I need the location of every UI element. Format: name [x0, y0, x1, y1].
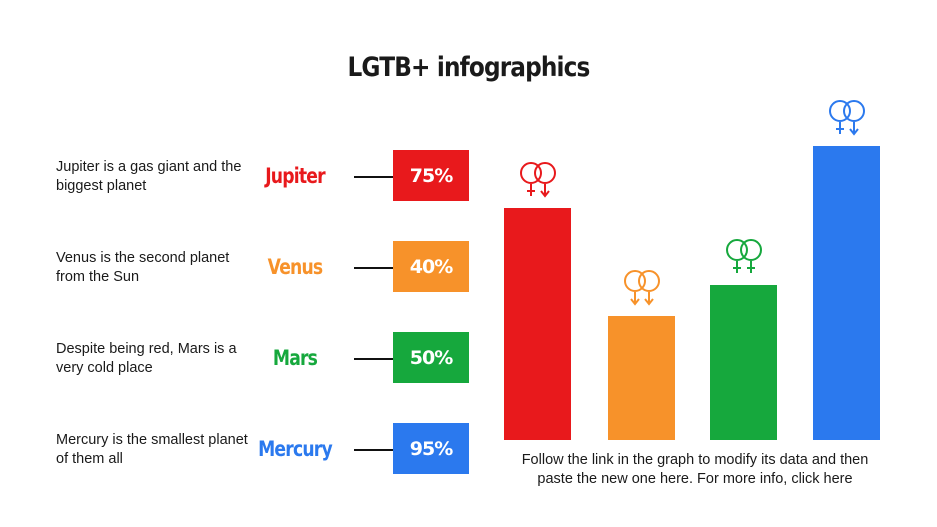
item-name: Mercury: [258, 437, 333, 461]
bar-mars[interactable]: [710, 285, 777, 440]
item-description: Jupiter is a gas giant and the biggest p…: [56, 159, 242, 194]
value-badge: 95%: [393, 423, 469, 474]
item-description: Venus is the second planet from the Sun: [56, 250, 230, 285]
footer-note: Follow the link in the graph to modify i…: [521, 452, 869, 487]
female-male-couple-icon: [516, 158, 560, 202]
legend-row: Mercury is the smallest planet of them a…: [0, 423, 480, 475]
legend-row: Despite being red, Mars is a very cold p…: [0, 332, 480, 384]
legend-row: Venus is the second planet from the Sun …: [0, 241, 480, 293]
item-name: Venus: [267, 255, 324, 279]
female-male-couple-icon: [825, 96, 869, 140]
item-description: Despite being red, Mars is a very cold p…: [56, 341, 237, 376]
item-name: Jupiter: [265, 164, 325, 188]
bar-jupiter[interactable]: [504, 208, 571, 440]
connector-line: [354, 176, 393, 178]
value-badge: 75%: [393, 150, 469, 201]
connector-line: [354, 449, 393, 451]
item-name: Mars: [272, 346, 318, 370]
female-female-couple-icon: [722, 235, 766, 279]
value-badge: 50%: [393, 332, 469, 383]
male-male-couple-icon: [620, 266, 664, 310]
bar-mercury[interactable]: [813, 146, 880, 440]
connector-line: [354, 358, 393, 360]
legend-row: Jupiter is a gas giant and the biggest p…: [0, 150, 480, 202]
item-description: Mercury is the smallest planet of them a…: [56, 432, 248, 467]
value-badge: 40%: [393, 241, 469, 292]
page-title: LGTB+ infographics: [347, 52, 590, 83]
connector-line: [354, 267, 393, 269]
bar-venus[interactable]: [608, 316, 675, 440]
